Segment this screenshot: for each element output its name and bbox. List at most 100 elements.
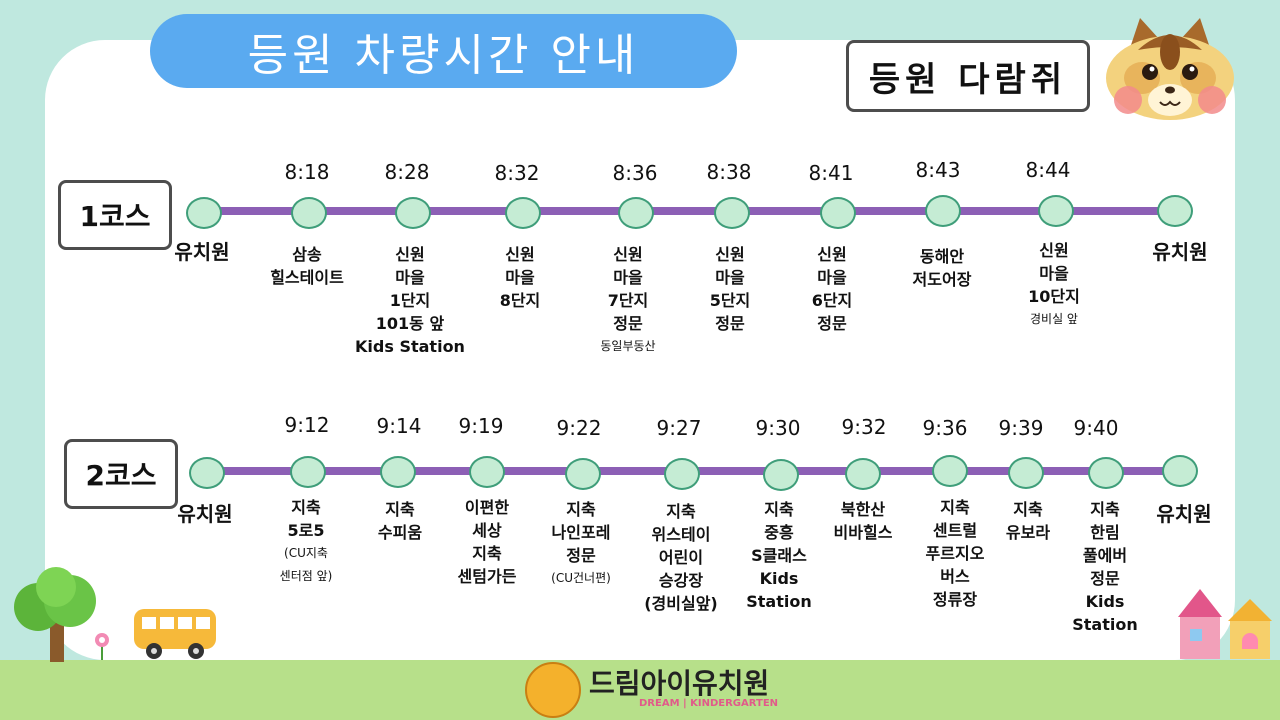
course-2-label: 2코스 [64,439,178,509]
course-1-stop-10-label: 유치원 [1118,241,1242,264]
course-2-stop-7-dot [763,459,799,491]
course-1-stop-10-dot [1157,195,1193,227]
course-1-stop-8-time: 8:43 [915,158,961,182]
kindergarten-logo: 드림아이유치원 DREAM | KINDERGARTEN [525,660,778,718]
course-1-stop-2-time: 8:18 [284,160,330,184]
stop-name-line: 정류장 [932,590,978,609]
course-2-stop-4-label: 이편한 세상 지축 센텀가든 [425,496,549,588]
stop-name-line: 푸르지오 [925,544,985,563]
course-2-stop-11-time: 9:40 [1073,416,1119,440]
stop-name-line: 힐스테이트 [270,268,344,287]
stop-name-line: Kids [759,569,799,588]
course-1-route-line [202,207,1174,215]
stop-name-line: 6단지 [811,291,853,310]
stop-name-line: 지축 [1090,500,1120,519]
squirrel-mascot-icon [1106,18,1234,120]
course-2-stop-6-time: 9:27 [656,416,702,440]
logo-name: 드림아이유치원 [589,667,770,700]
course-2-stop-9-dot [932,455,968,487]
course-2-stop-7-time: 9:30 [755,416,801,440]
tree-icon [14,567,96,662]
stop-name-line: 승강장 [658,571,704,590]
stop-name-line: 유치원 [1152,240,1208,264]
course-2-stop-1-dot [189,457,225,489]
stop-name-line: 신원 [505,245,535,264]
course-2-stop-10-label: 지축 유보라 [966,498,1090,544]
stop-name-line: Kids Station [355,337,465,356]
course-1-stop-6-time: 8:38 [706,160,752,184]
stop-name-line: 마을 [1039,264,1069,283]
course-1-stop-8-label: 동해안 저도어장 [880,245,1004,291]
stop-name-line: 마을 [613,268,643,287]
course-1-stop-4-time: 8:32 [494,161,540,185]
logo-subtitle: DREAM | KINDERGARTEN [639,698,779,709]
course-2-stop-5-dot [565,458,601,490]
stop-name-line: 지축 [566,500,596,519]
course-1-stop-5-time: 8:36 [612,161,658,185]
course-1-stop-4-dot [505,197,541,229]
stop-name-line: 마을 [817,268,847,287]
course-1-stop-1-dot [186,197,222,229]
logo-emblem-icon [525,662,581,718]
stop-name-line: 10단지 [1028,287,1080,306]
stop-name-line: 유치원 [174,240,230,264]
stop-name-line: Station [746,592,812,611]
stop-name-line: Kids [1085,592,1125,611]
class-name-badge: 등원 다람쥐 [846,40,1090,112]
course-2-stop-9-label: 지축 센트럴 푸르지오 버스 정류장 [893,496,1017,611]
stop-name-line: 중흥 [764,523,794,542]
course-2-stop-10-dot [1008,457,1044,489]
course-2-stop-5-label: 지축 나인포레 정문 (CU건너편) [519,498,643,590]
flower-icon [95,633,109,660]
course-1-stop-1-label: 유치원 [140,241,264,264]
course-2-stop-8-label: 북한산 비바힐스 [801,498,925,544]
content-panel [45,40,1235,660]
stop-name-line: 정문 [613,314,643,333]
course-1-stop-9-label: 신원 마을 10단지 경비실 앞 [992,239,1116,331]
course-2-stop-1-label: 유치원 [143,503,267,526]
course-1-stop-6-label: 신원 마을 5단지 정문 [668,243,792,335]
course-2-stop-11-label: 지축 한림 풀에버 정문 Kids Station [1043,498,1167,636]
stop-name-line: 5단지 [709,291,751,310]
course-2-stop-2-dot [290,456,326,488]
stop-name-line: 한림 [1090,523,1120,542]
stop-name-line: 정문 [715,314,745,333]
stop-name-line: 마을 [505,268,535,287]
course-1-stop-4-label: 신원 마을 8단지 [458,243,582,312]
stop-name-line: 지축 [385,500,415,519]
course-1-stop-5-dot [618,197,654,229]
stop-name-line: 5로5 [287,521,325,540]
course-1-stop-7-label: 신원 마을 6단지 정문 [770,243,894,335]
stop-name-line: 유보라 [1005,523,1051,542]
stop-name-line: 마을 [395,268,425,287]
stop-name-line: 위스테이 [651,525,711,544]
stop-name-line: Station [1072,615,1138,634]
course-1-stop-2-dot [291,197,327,229]
course-2-stop-8-dot [845,458,881,490]
course-2-stop-8-time: 9:32 [841,415,887,439]
stop-name-line: 지축 [1013,500,1043,519]
stop-name-line: 센트럴 [932,521,978,540]
course-1-stop-7-dot [820,197,856,229]
course-2-stop-3-dot [380,456,416,488]
course-1-stop-2-label: 삼송 힐스테이트 [245,243,369,289]
stop-name-line: 신원 [395,245,425,264]
stop-name-line: (경비실앞) [644,594,718,613]
stop-name-line: 풀에버 [1082,546,1128,565]
stop-note: (CU지축 [284,546,328,560]
course-1-stop-9-dot [1038,195,1074,227]
stop-name-line: 지축 [764,500,794,519]
course-2-stop-11-dot [1088,457,1124,489]
course-2-stop-6-label: 지축 위스테이 어린이 승강장 (경비실앞) [619,500,743,615]
course-1-stop-3-time: 8:28 [384,160,430,184]
stop-name-line: 신원 [1039,241,1069,260]
stop-name-line: 유치원 [1156,502,1212,526]
stop-name-line: S클래스 [751,546,807,565]
course-2-stop-10-time: 9:39 [998,416,1044,440]
school-bus-icon [134,609,216,659]
stop-name-line: 신원 [817,245,847,264]
course-2-stop-7-label: 지축 중흥 S클래스 Kids Station [717,498,841,613]
course-2-stop-3-label: 지축 수피움 [338,498,462,544]
course-1-stop-7-time: 8:41 [808,161,854,185]
stop-name-line: 삼송 [292,245,322,264]
